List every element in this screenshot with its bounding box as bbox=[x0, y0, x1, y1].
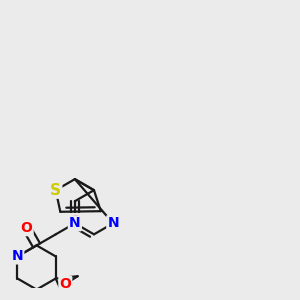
Text: N: N bbox=[12, 249, 23, 263]
Text: N: N bbox=[69, 216, 81, 230]
Text: O: O bbox=[21, 221, 33, 235]
Text: S: S bbox=[50, 183, 61, 198]
Text: O: O bbox=[69, 214, 81, 228]
Text: O: O bbox=[59, 277, 71, 291]
Text: N: N bbox=[107, 216, 119, 230]
